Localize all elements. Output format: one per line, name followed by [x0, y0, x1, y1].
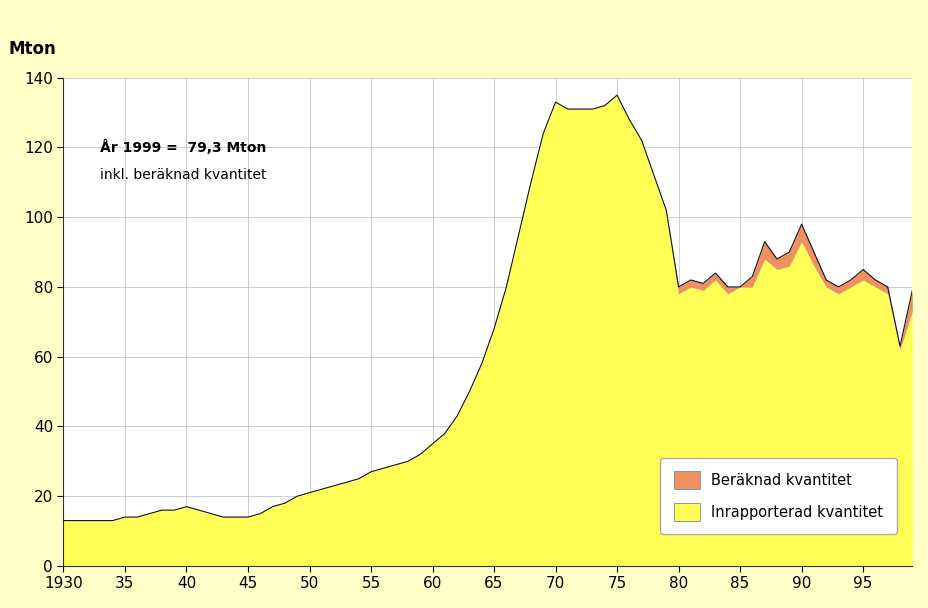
- Text: inkl. beräknad kvantitet: inkl. beräknad kvantitet: [100, 168, 266, 182]
- Text: År 1999 =  79,3 Mton: År 1999 = 79,3 Mton: [100, 140, 266, 156]
- Legend: Beräknad kvantitet, Inrapporterad kvantitet: Beräknad kvantitet, Inrapporterad kvanti…: [660, 458, 896, 534]
- Text: Mton: Mton: [8, 40, 56, 58]
